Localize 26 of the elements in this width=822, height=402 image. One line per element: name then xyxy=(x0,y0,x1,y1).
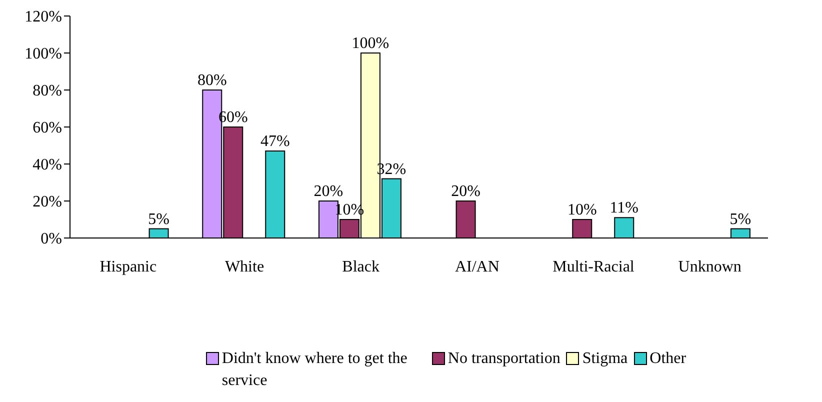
y-tick-label: 60% xyxy=(32,120,62,137)
x-tick-label: Hispanic xyxy=(100,258,157,276)
legend-label: Didn't know where to get the service xyxy=(222,349,408,391)
y-tick-label: 80% xyxy=(32,82,62,100)
data-label: 11% xyxy=(610,200,638,217)
data-label: 100% xyxy=(352,35,390,52)
legend-label: Other xyxy=(650,349,686,369)
x-tick-label: AI/AN xyxy=(454,258,500,276)
data-label: 5% xyxy=(730,210,752,228)
data-label: 20% xyxy=(314,183,344,200)
data-label: 10% xyxy=(567,202,597,218)
y-tick-label: 100% xyxy=(24,46,62,63)
x-tick-label: Multi-Racial xyxy=(552,258,635,276)
legend-label: No transportation xyxy=(448,349,560,369)
y-tick-label: 20% xyxy=(32,194,62,211)
x-tick-label: Black xyxy=(342,258,380,276)
y-tick-label: 120% xyxy=(24,8,62,26)
x-tick-label: White xyxy=(224,258,264,276)
data-label: 5% xyxy=(148,210,170,228)
data-label: 80% xyxy=(197,72,227,89)
y-tick-label: 0% xyxy=(40,230,62,248)
y-tick-label: 40% xyxy=(32,156,62,174)
x-tick-label: Unknown xyxy=(678,258,742,276)
data-label: 20% xyxy=(451,183,480,200)
legend-label: Stigma xyxy=(582,349,628,369)
data-label: 47% xyxy=(260,133,290,150)
